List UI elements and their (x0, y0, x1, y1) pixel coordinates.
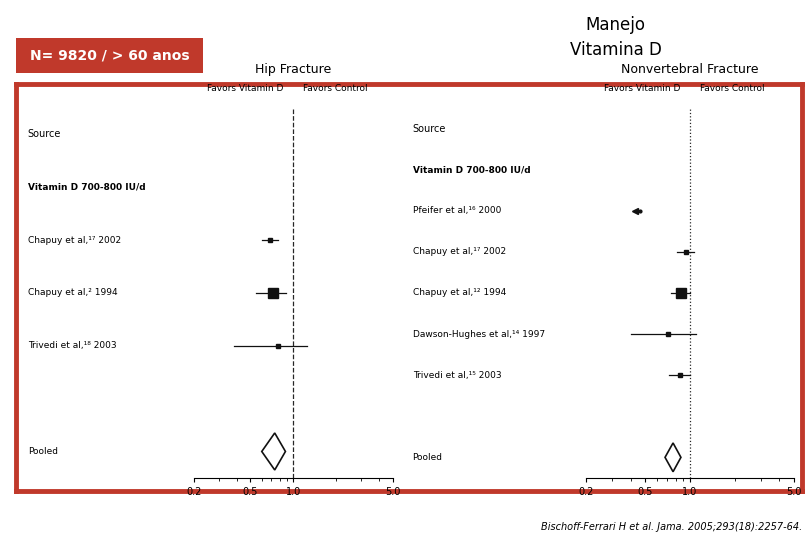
Text: Trivedi et al,¹⁵ 2003: Trivedi et al,¹⁵ 2003 (412, 370, 501, 380)
Text: Pfeifer et al,¹⁶ 2000: Pfeifer et al,¹⁶ 2000 (412, 206, 501, 215)
Text: Trivedi et al,¹⁸ 2003: Trivedi et al,¹⁸ 2003 (28, 341, 117, 350)
Text: Vitamin D 700-800 IU/d: Vitamin D 700-800 IU/d (412, 165, 531, 174)
Text: Hip Fracture: Hip Fracture (255, 63, 331, 76)
Polygon shape (665, 443, 681, 472)
Text: Nonvertebral Fracture: Nonvertebral Fracture (621, 63, 759, 76)
Text: Favors Control: Favors Control (303, 84, 368, 93)
Text: Source: Source (412, 124, 446, 133)
Text: Chapuy et al,¹⁷ 2002: Chapuy et al,¹⁷ 2002 (28, 235, 121, 245)
Text: Chapuy et al,¹⁷ 2002: Chapuy et al,¹⁷ 2002 (412, 247, 505, 256)
Text: Favors Control: Favors Control (700, 84, 765, 93)
Text: Manejo
Vitamina D: Manejo Vitamina D (569, 16, 662, 59)
Text: Pooled: Pooled (28, 447, 58, 456)
Text: Chapuy et al,² 1994: Chapuy et al,² 1994 (28, 288, 117, 298)
Text: Source: Source (28, 130, 61, 139)
Text: Bischoff-Ferrari H et al. Jama. 2005;293(18):2257-64.: Bischoff-Ferrari H et al. Jama. 2005;293… (540, 522, 802, 532)
Polygon shape (262, 433, 285, 470)
Text: N= 9820 / > 60 anos: N= 9820 / > 60 anos (29, 49, 190, 62)
Text: Vitamin D 700-800 IU/d: Vitamin D 700-800 IU/d (28, 183, 145, 192)
Text: Favors Vitamin D: Favors Vitamin D (207, 84, 284, 93)
Text: Chapuy et al,¹² 1994: Chapuy et al,¹² 1994 (412, 288, 505, 298)
Text: Favors Vitamin D: Favors Vitamin D (603, 84, 680, 93)
Text: Pooled: Pooled (412, 453, 442, 462)
Text: Dawson-Hughes et al,¹⁴ 1997: Dawson-Hughes et al,¹⁴ 1997 (412, 329, 544, 339)
